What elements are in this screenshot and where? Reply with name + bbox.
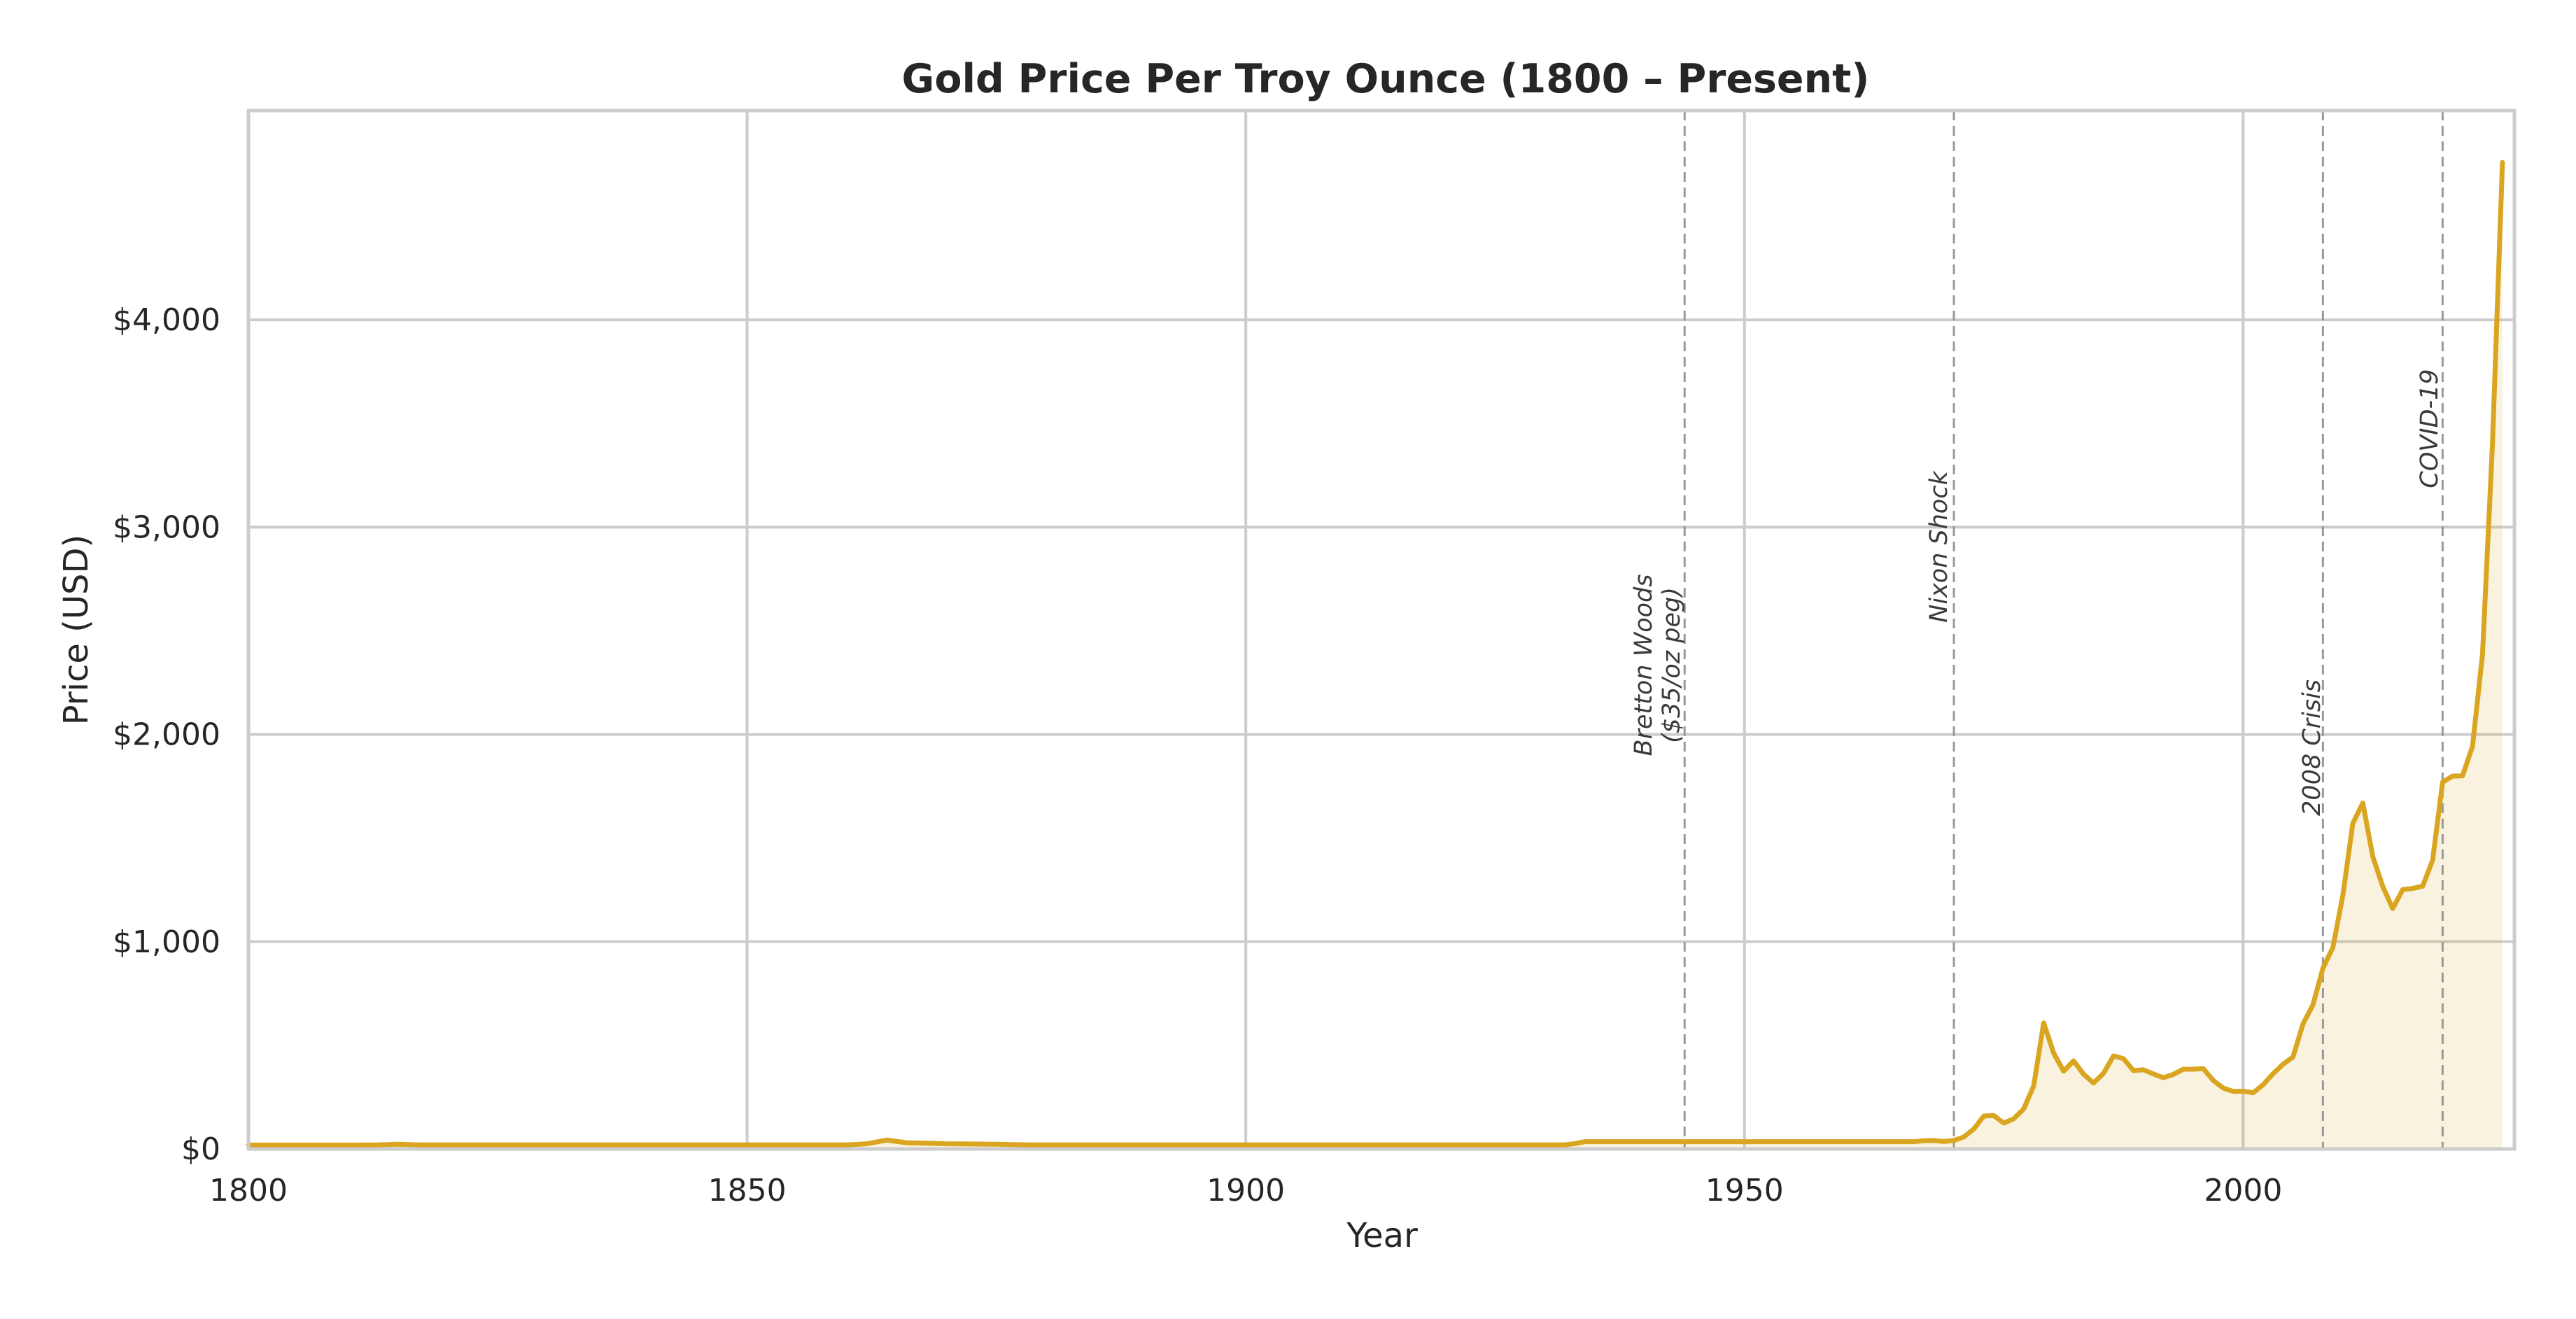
x-tick-label: 1950 <box>1705 1173 1784 1208</box>
price-line <box>246 160 2505 1148</box>
x-tick-label: 1900 <box>1206 1173 1285 1208</box>
y-axis-label: Price (USD) <box>57 535 96 725</box>
event-annotations: Bretton Woods ($35/oz peg) Nixon Shock 2008… <box>1630 111 2444 1149</box>
price-area <box>248 162 2503 1150</box>
y-tick-label: $4,000 <box>113 302 220 338</box>
y-tick-label: $2,000 <box>113 717 220 753</box>
grid-lines <box>248 111 2514 1149</box>
x-tick-label: 1850 <box>708 1173 787 1208</box>
x-tick-label: 1800 <box>209 1173 288 1208</box>
price-area-fill <box>248 162 2503 1150</box>
event-label: Bretton Woods <box>1630 574 1658 756</box>
x-tick-label: 2000 <box>2204 1173 2282 1208</box>
x-axis-ticks: 1800 1850 1900 1950 2000 <box>209 1173 2282 1208</box>
plot-frame <box>246 108 2517 1151</box>
event-label: ($35/oz peg) <box>1658 587 1686 743</box>
y-tick-label: $1,000 <box>113 924 220 960</box>
y-axis-ticks: $0 $1,000 $2,000 $3,000 $4,000 <box>113 302 220 1167</box>
event-label: Nixon Shock <box>1925 470 1953 622</box>
y-tick-label: $0 <box>181 1131 220 1167</box>
x-axis-label: Year <box>1346 1216 1418 1255</box>
event-label: 2008 Crisis <box>2298 679 2326 816</box>
chart-title: Gold Price Per Troy Ounce (1800 – Presen… <box>902 56 1870 102</box>
price-line-path <box>246 160 2505 1148</box>
event-label: COVID-19 <box>2416 369 2444 488</box>
y-tick-label: $3,000 <box>113 509 220 545</box>
